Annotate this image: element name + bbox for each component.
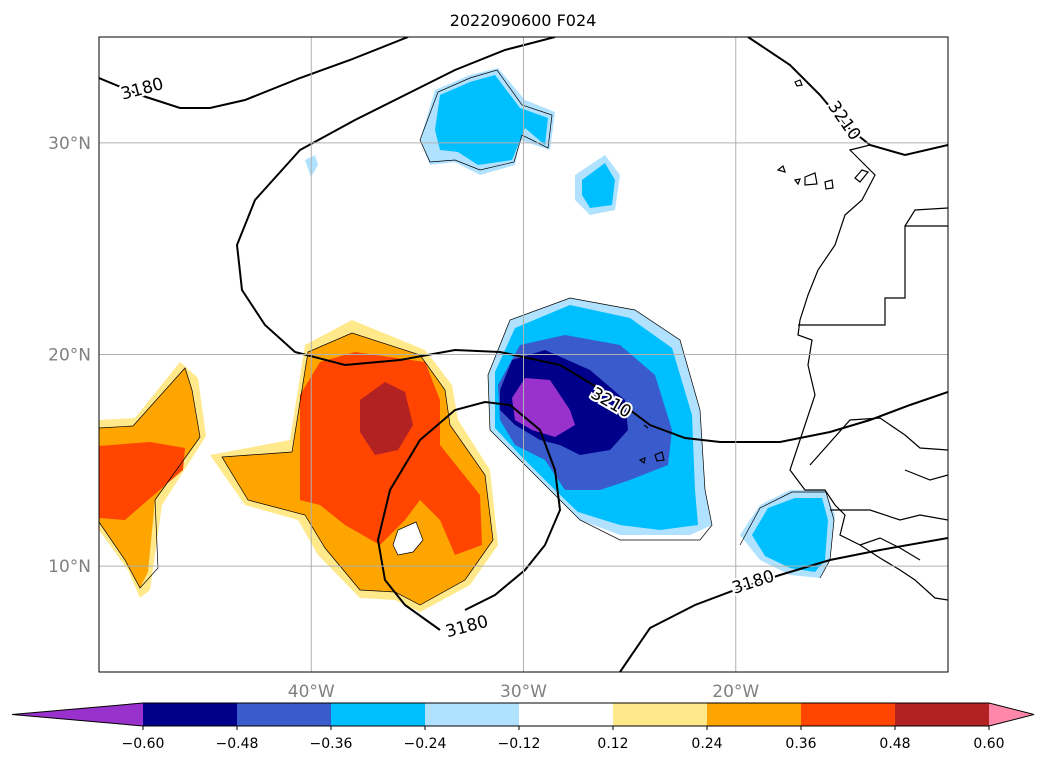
- colorbar-tick-label: 0.12: [597, 736, 628, 752]
- gridlines: [99, 37, 948, 672]
- african-coastline: [789, 144, 948, 601]
- canary-islands: [776, 164, 870, 190]
- cool-main-outline: [487, 297, 713, 541]
- lon-tick-label: 30°W: [500, 682, 547, 702]
- negative-anomaly-field: [305, 68, 835, 579]
- guinea-border: [830, 509, 948, 521]
- latitude-tick-labels: 10°N 20°N 30°N: [48, 134, 91, 577]
- colorbar-tick-label: −0.24: [404, 736, 447, 752]
- sierra-leone-border: [859, 537, 921, 561]
- mali-border: [904, 469, 948, 481]
- colorbar-tick-label: 0.48: [879, 736, 910, 752]
- colorbar-extend-high: [989, 703, 1034, 726]
- colorbar-segment: [613, 703, 708, 726]
- morocco-border: [904, 207, 948, 227]
- positive-anomaly-field: [99, 320, 498, 612]
- coastlines: [638, 79, 948, 601]
- height-contours: [99, 37, 948, 672]
- colorbar-segment: [895, 703, 990, 726]
- map-title: 2022090600 F024: [450, 11, 597, 30]
- warm-west-outline: [99, 367, 201, 589]
- longitude-tick-labels: 40°W 30°W 20°W: [288, 682, 760, 702]
- colorbar-segment: [801, 703, 896, 726]
- contour-3180-loop: [376, 400, 562, 631]
- colorbar-segment: [425, 703, 520, 726]
- cool-blue-small: [582, 163, 615, 208]
- western-sahara-border: [798, 225, 948, 326]
- colorbar-tick-label: −0.36: [310, 736, 353, 752]
- contour-3180-north: [99, 37, 409, 109]
- cool-blue-coast: [752, 498, 828, 572]
- colorbar-segment: [331, 703, 426, 726]
- cape-verde-islands: [638, 424, 679, 465]
- contour-3180-south: [619, 537, 948, 672]
- colorbar: −0.60 −0.48 −0.36 −0.24 −0.12 0.12 0.24 0.36 0.4…: [11, 702, 1035, 752]
- cool-purple-core: [512, 378, 575, 437]
- warm-region-red-west: [99, 442, 185, 520]
- lon-tick-label: 40°W: [288, 682, 335, 702]
- colorbar-tick-label: 0.60: [973, 736, 1004, 752]
- colorbar-tick-label: 0.36: [785, 736, 816, 752]
- warm-region-darkred-core: [360, 382, 413, 455]
- colorbar-segment: [237, 703, 332, 726]
- colorbar-tick-label: −0.60: [122, 736, 165, 752]
- lat-tick-label: 30°N: [48, 134, 91, 154]
- colorbar-tick-label: 0.24: [691, 736, 722, 752]
- colorbar-segment: [143, 703, 238, 726]
- lon-tick-label: 20°W: [712, 682, 759, 702]
- contour-3210-trough: [235, 37, 948, 443]
- madeira-island: [794, 79, 803, 87]
- lat-tick-label: 10°N: [48, 557, 91, 577]
- colorbar-segment: [707, 703, 802, 726]
- colorbar-tick-label: −0.12: [498, 736, 541, 752]
- warm-hole: [392, 521, 424, 556]
- colorbar-tick-label: −0.48: [216, 736, 259, 752]
- warm-region-red-central: [300, 352, 482, 555]
- lat-tick-label: 20°N: [48, 346, 91, 366]
- colorbar-extend-low: [12, 703, 143, 726]
- colorbar-segment: [519, 703, 614, 726]
- map-frame: [98, 36, 949, 673]
- contour-3210-east: [747, 37, 948, 157]
- cool-blue-subtropical-outline: [419, 69, 553, 171]
- warm-central-outline: [221, 332, 494, 606]
